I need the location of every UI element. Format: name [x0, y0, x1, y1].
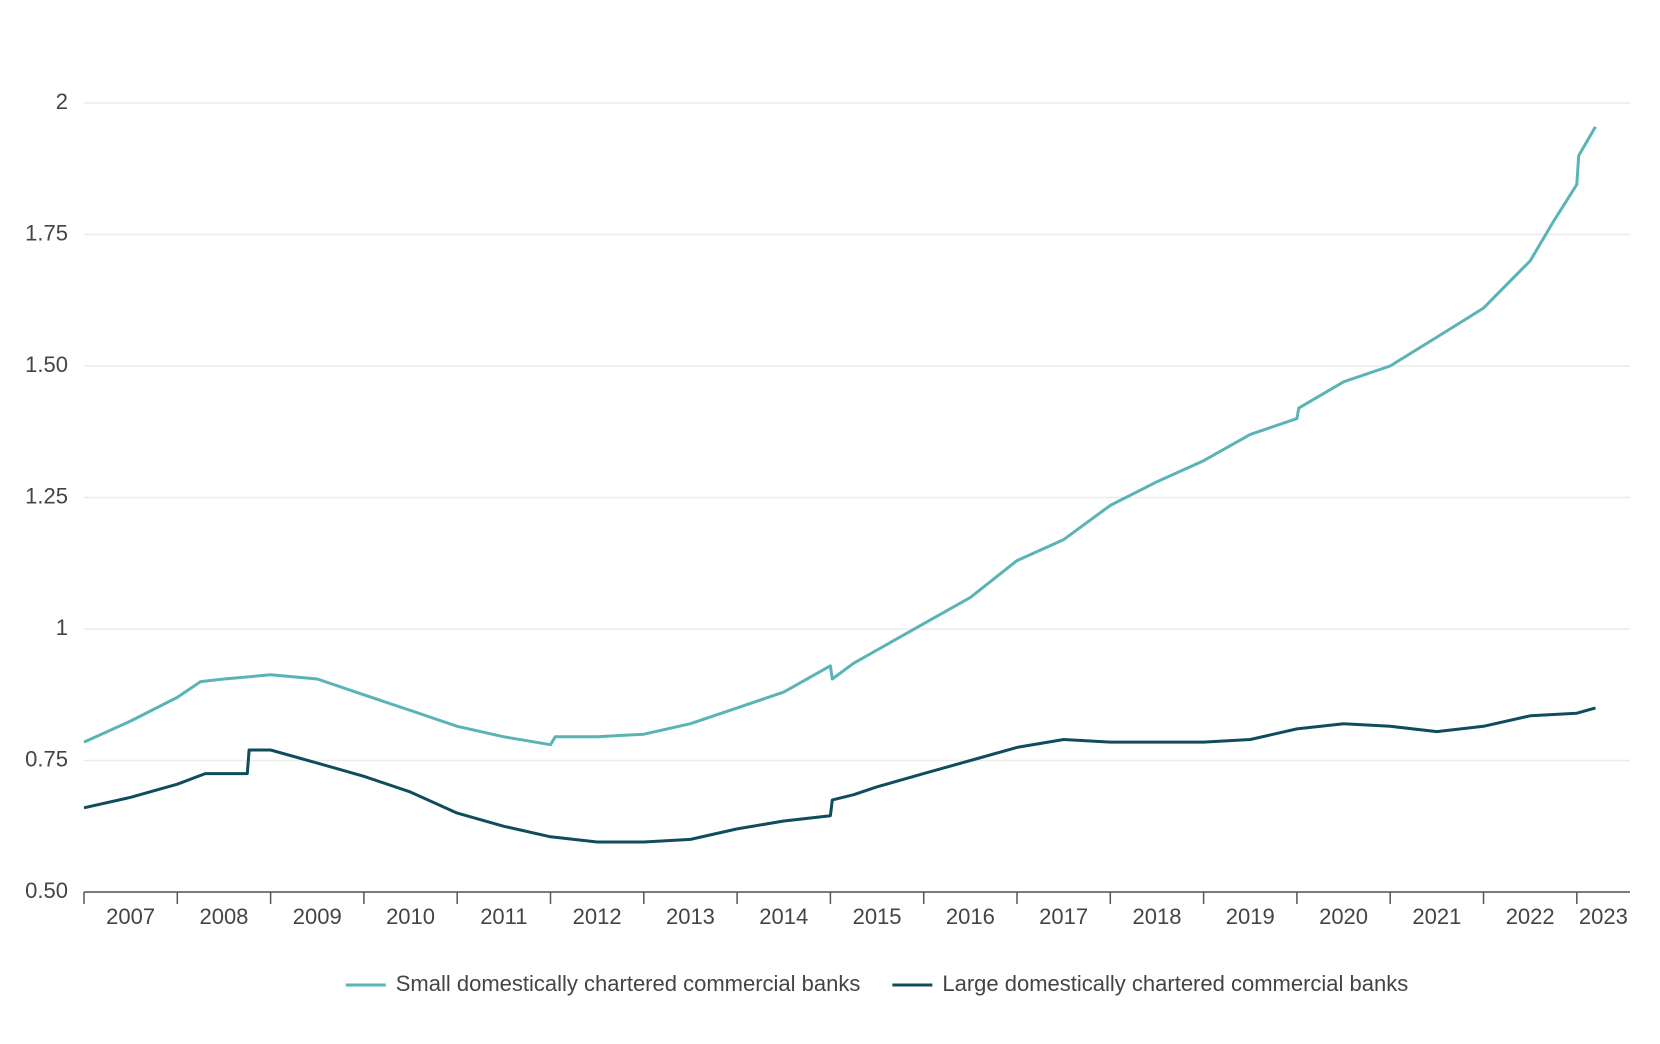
- x-tick-label: 2012: [573, 904, 622, 929]
- x-tick-label: 2013: [666, 904, 715, 929]
- x-tick-label: 2011: [480, 904, 527, 929]
- y-tick-label: 0.75: [25, 746, 68, 771]
- x-tick-label: 2009: [293, 904, 342, 929]
- line-series: [83, 125, 1597, 747]
- x-tick-label: 2023: [1579, 904, 1628, 929]
- x-tick-label: 2017: [1039, 904, 1088, 929]
- y-tick-label: 1.75: [25, 220, 68, 245]
- x-tick-label: 2018: [1132, 904, 1181, 929]
- y-tick-label: 0.50: [25, 878, 68, 903]
- x-tick-label: 2016: [946, 904, 995, 929]
- x-tick-label: 2008: [199, 904, 248, 929]
- legend-label: Small domestically chartered commercial …: [396, 971, 861, 996]
- y-tick-label: 1: [56, 615, 68, 640]
- x-tick-label: 2007: [106, 904, 155, 929]
- legend-label: Large domestically chartered commercial …: [942, 971, 1408, 996]
- x-tick-label: 2020: [1319, 904, 1368, 929]
- y-tick-label: 1.25: [25, 483, 68, 508]
- x-tick-label: 2021: [1412, 904, 1461, 929]
- y-tick-label: 1.50: [25, 352, 68, 377]
- x-tick-label: 2019: [1226, 904, 1275, 929]
- line-series: [83, 706, 1596, 844]
- x-tick-label: 2022: [1506, 904, 1555, 929]
- x-tick-label: 2014: [759, 904, 808, 929]
- x-tick-label: 2010: [386, 904, 435, 929]
- y-tick-label: 2: [56, 89, 68, 114]
- x-tick-label: 2015: [853, 904, 902, 929]
